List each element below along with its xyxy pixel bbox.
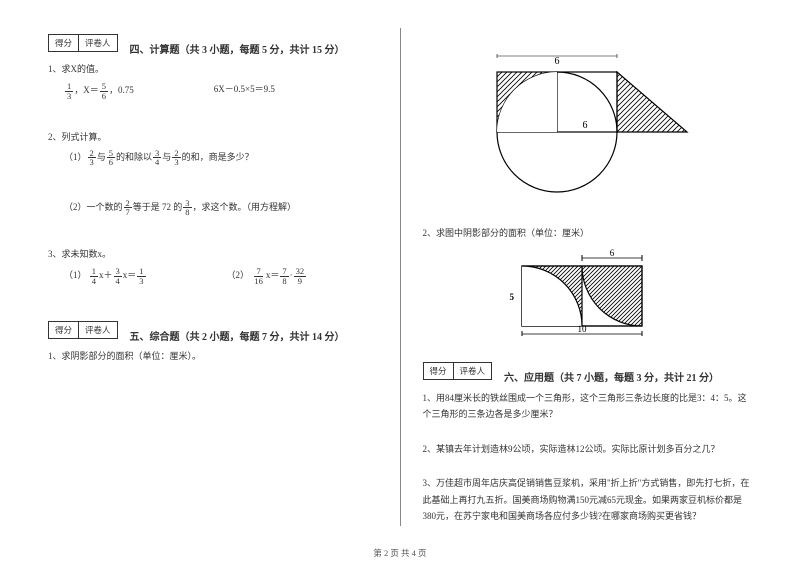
d1-top-label: 6 — [555, 56, 560, 67]
svg-text:5: 5 — [510, 292, 515, 302]
left-column: 得分 评卷人 四、计算题（共 3 小题，每题 5 分，共计 15 分） 1、求X… — [48, 28, 378, 526]
q4-1-expr2: 6X－0.5×5＝9.5 — [214, 82, 275, 100]
q5-1: 1、求阴影部分的面积（单位：厘米）。 — [48, 349, 378, 363]
q4-1-expr: 13，X＝56，0.75 6X－0.5×5＝9.5 — [64, 82, 378, 100]
q6-3: 3、万佳超市周年店庆高促销销售豆浆机，采用"折上折"方式销售，即先打七折，在此基… — [423, 475, 753, 524]
score-box-4: 得分 评卷人 — [48, 34, 118, 52]
q4-2: 2、列式计算。 — [48, 130, 378, 144]
q4-1: 1、求X的值。 — [48, 62, 378, 76]
section-5-title: 五、综合题（共 2 小题，每题 7 分，共计 14 分） — [130, 328, 345, 343]
q4-3: 3、求未知数x。 — [48, 247, 378, 261]
grader-label: 评卷人 — [79, 35, 117, 51]
q4-3-items: （1） 14x＋34x＝13 （2） 716x＝78·329 — [64, 267, 378, 285]
q4-2-1: （1）23与56的和除以34与23的和，商是多少？ — [64, 149, 378, 167]
section-6-title: 六、应用题（共 7 小题，每题 3 分，共计 21 分） — [504, 369, 719, 384]
diagram-quarter: 5 6 10 — [423, 246, 753, 336]
page-footer: 第 2 页 共 4 页 — [0, 547, 800, 559]
svg-text:6: 6 — [610, 248, 615, 258]
svg-text:10: 10 — [578, 324, 588, 334]
section-4-title: 四、计算题（共 3 小题，每题 5 分，共计 15 分） — [130, 41, 345, 56]
d1-chord-label: 6 — [583, 120, 588, 131]
q6-1: 1、用84厘米长的铁丝围成一个三角形，这个三角形三条边长度的比是3：4：5。这个… — [423, 390, 753, 422]
diagram-circle-triangle: 6 6 — [423, 32, 753, 212]
right-column: 6 6 2、求图中阴影部分的面积（单位：厘米） — [423, 28, 753, 526]
column-divider — [400, 28, 401, 526]
score-box-5: 得分 评卷人 — [48, 321, 118, 339]
score-label: 得分 — [49, 35, 79, 51]
q5-2: 2、求图中阴影部分的面积（单位：厘米） — [423, 226, 753, 240]
score-box-6: 得分 评卷人 — [423, 362, 493, 380]
q6-2: 2、某镇去年计划造林9公顷，实际造林12公顷。实际比原计划多百分之几？ — [423, 442, 753, 456]
q4-2-2: （2）一个数的27等于是 72 的38，求这个数。（用方程解） — [64, 199, 378, 217]
